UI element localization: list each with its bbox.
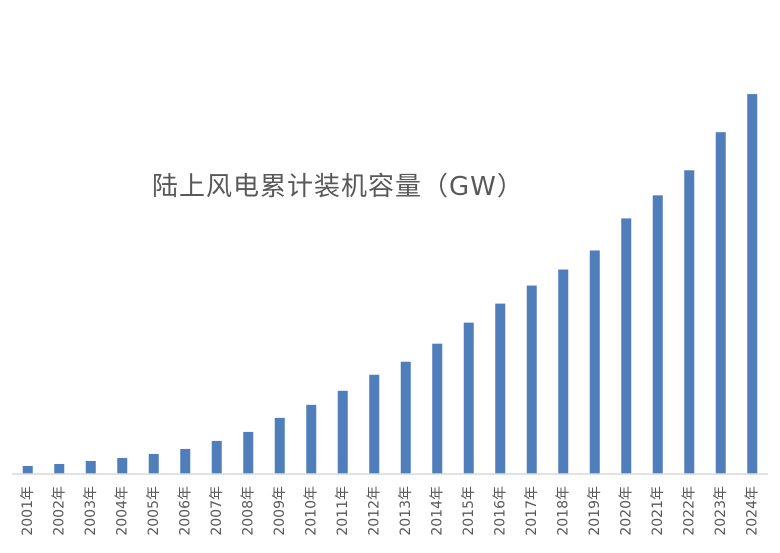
x-tick-label: 2008年 bbox=[240, 486, 256, 536]
bar-2004年 bbox=[117, 457, 128, 474]
bar-2013年 bbox=[400, 361, 411, 474]
x-tick-label: 2015年 bbox=[461, 486, 477, 536]
x-tick-label: 2003年 bbox=[83, 486, 99, 536]
x-tick-label: 2002年 bbox=[51, 486, 67, 536]
bar-2009年 bbox=[274, 417, 285, 474]
bar-2012年 bbox=[369, 374, 380, 474]
x-tick-label: 2018年 bbox=[555, 486, 571, 536]
chart-title: 陆上风电累计装机容量（GW） bbox=[152, 172, 524, 202]
x-tick-label: 2024年 bbox=[744, 486, 760, 536]
x-tick-label: 2019年 bbox=[587, 486, 603, 536]
bar-2003年 bbox=[85, 460, 96, 474]
bar-2010年 bbox=[306, 404, 317, 474]
x-tick-label: 2011年 bbox=[335, 486, 351, 536]
x-tick-label: 2010年 bbox=[303, 486, 319, 536]
bar-2011年 bbox=[337, 390, 348, 474]
x-tick-labels: 2001年 2002年 2003年 2004年 2005年 2006年 2007年 2008年… bbox=[20, 486, 761, 536]
x-tick-label: 2022年 bbox=[681, 486, 697, 536]
x-tick-label: 2012年 bbox=[366, 486, 382, 536]
x-tick-label: 2023年 bbox=[713, 486, 729, 536]
bar-2015年 bbox=[463, 322, 474, 474]
x-tick-label: 2016年 bbox=[492, 486, 508, 536]
x-tick-label: 2013年 bbox=[398, 486, 414, 536]
bar-2002年 bbox=[54, 463, 65, 474]
x-tick-label: 2001年 bbox=[20, 486, 36, 536]
x-tick-label: 2007年 bbox=[209, 486, 225, 536]
x-tick-label: 2021年 bbox=[650, 486, 666, 536]
bar-2016年 bbox=[495, 303, 506, 474]
bar-2020年 bbox=[621, 218, 632, 474]
bar-2007年 bbox=[211, 440, 222, 474]
x-tick-label: 2009年 bbox=[272, 486, 288, 536]
x-tick-label: 2005年 bbox=[146, 486, 162, 536]
x-tick-label: 2020年 bbox=[618, 486, 634, 536]
bar-2001年 bbox=[22, 465, 33, 474]
x-tick-label: 2014年 bbox=[429, 486, 445, 536]
bar-2022年 bbox=[684, 170, 695, 474]
x-tick-label: 2006年 bbox=[177, 486, 193, 536]
x-tick-label: 2017年 bbox=[524, 486, 540, 536]
bars-layer bbox=[22, 94, 758, 474]
bar-2005年 bbox=[148, 453, 159, 474]
bar-2014年 bbox=[432, 343, 443, 474]
bar-2008年 bbox=[243, 431, 254, 474]
bar-2023年 bbox=[715, 132, 726, 474]
bar-2019年 bbox=[589, 250, 600, 474]
bar-2006年 bbox=[180, 448, 191, 474]
bar-2017年 bbox=[526, 285, 537, 474]
bar-2021年 bbox=[652, 195, 663, 474]
x-tick-label: 2004年 bbox=[114, 486, 130, 536]
bar-2018年 bbox=[558, 269, 569, 474]
bar-2024年 bbox=[747, 94, 758, 474]
